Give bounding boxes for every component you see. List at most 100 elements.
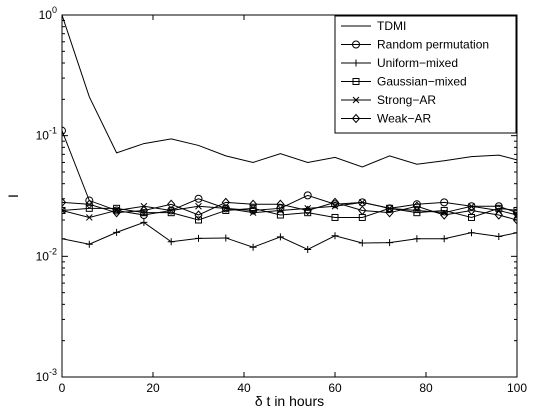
data-point xyxy=(304,245,312,253)
series-uniform-mixed xyxy=(62,218,517,253)
legend-item: Random permutation xyxy=(341,38,489,52)
legend-box xyxy=(334,15,517,134)
data-point xyxy=(303,191,312,200)
data-point xyxy=(194,210,203,220)
data-point xyxy=(221,197,230,208)
legend-label: Gaussian−mixed xyxy=(377,75,467,89)
data-point xyxy=(167,207,175,214)
legend-item: Gaussian−mixed xyxy=(341,75,467,89)
data-point xyxy=(304,209,312,217)
legend-label: Uniform−mixed xyxy=(377,56,458,70)
y-tick-label: 10-2 xyxy=(36,246,57,263)
series-layer xyxy=(62,15,517,253)
data-point xyxy=(440,210,449,220)
legend-label: Weak−AR xyxy=(377,112,431,126)
data-point xyxy=(412,200,421,209)
data-point xyxy=(358,205,367,216)
x-axis-label: δ t in hours xyxy=(255,393,324,409)
data-point xyxy=(385,207,394,218)
data-point xyxy=(113,204,121,212)
data-point xyxy=(194,194,203,203)
series-line xyxy=(62,130,517,216)
legend-label: Random permutation xyxy=(377,38,489,52)
legend-marker xyxy=(352,59,360,67)
series-weak-ar xyxy=(62,197,517,225)
data-point xyxy=(513,229,517,237)
y-axis-label: I xyxy=(5,194,21,198)
data-point xyxy=(62,126,66,135)
data-point xyxy=(195,202,202,210)
data-point xyxy=(276,199,285,210)
data-point xyxy=(440,235,448,243)
data-point xyxy=(412,201,422,212)
data-point xyxy=(467,205,476,216)
legend-marker xyxy=(351,113,361,124)
x-tick-label: 60 xyxy=(328,381,342,395)
legend-marker xyxy=(352,96,360,104)
data-point xyxy=(358,199,366,206)
x-tick-label: 40 xyxy=(237,381,251,395)
data-point xyxy=(331,232,339,240)
data-point xyxy=(62,206,66,214)
data-point xyxy=(248,199,258,210)
data-point xyxy=(62,197,67,208)
x-tick-label: 20 xyxy=(146,381,160,395)
x-tick-label: 100 xyxy=(507,381,527,395)
series-line xyxy=(62,201,517,221)
data-point xyxy=(195,234,202,242)
axis-ticks: 0 20 40 60 80 100 10-3 10-2 10-1 100 xyxy=(36,5,528,395)
data-point xyxy=(167,209,175,217)
x-tick-label: 0 xyxy=(59,381,66,395)
data-point xyxy=(249,204,257,212)
series-line xyxy=(62,201,517,218)
data-point xyxy=(331,200,339,209)
series-line xyxy=(62,221,517,251)
legend-marker xyxy=(352,40,360,49)
data-point xyxy=(167,199,176,210)
data-point xyxy=(413,235,421,243)
data-point xyxy=(358,239,366,247)
data-point xyxy=(386,239,394,247)
data-point xyxy=(440,206,448,214)
data-point xyxy=(85,240,93,248)
data-point xyxy=(139,205,149,216)
y-tick-label: 10-3 xyxy=(36,367,57,384)
plot-frame xyxy=(61,14,518,378)
data-point xyxy=(276,233,284,241)
x-tick-label: 80 xyxy=(419,381,433,395)
data-point xyxy=(222,204,230,212)
data-point xyxy=(276,211,284,219)
data-point xyxy=(495,233,503,241)
data-point xyxy=(85,204,93,212)
legend-item: Uniform−mixed xyxy=(341,56,458,70)
series-line xyxy=(62,15,517,168)
y-tick-label: 100 xyxy=(39,5,57,22)
legend-item: TDMI xyxy=(341,19,406,33)
data-point xyxy=(113,228,121,236)
data-point xyxy=(112,207,121,218)
data-point xyxy=(330,197,340,208)
data-point xyxy=(167,238,175,246)
data-point xyxy=(440,198,449,207)
data-point xyxy=(62,207,66,214)
data-point xyxy=(140,209,148,217)
data-point xyxy=(303,205,312,216)
data-point xyxy=(195,216,202,224)
y-tick-label: 10-1 xyxy=(36,126,57,143)
data-point xyxy=(277,207,284,214)
data-point xyxy=(140,218,148,226)
data-point xyxy=(512,215,517,225)
data-point xyxy=(513,206,517,214)
data-point xyxy=(222,206,230,214)
data-point xyxy=(249,243,257,251)
data-point xyxy=(249,209,257,217)
series-random-permutation xyxy=(62,126,517,220)
series-tdmi xyxy=(62,15,517,168)
legend-item: Strong−AR xyxy=(341,93,436,107)
data-point xyxy=(331,213,339,221)
data-point xyxy=(85,214,93,221)
legend-label: TDMI xyxy=(377,19,406,33)
data-point xyxy=(222,234,230,242)
data-point xyxy=(494,210,503,220)
